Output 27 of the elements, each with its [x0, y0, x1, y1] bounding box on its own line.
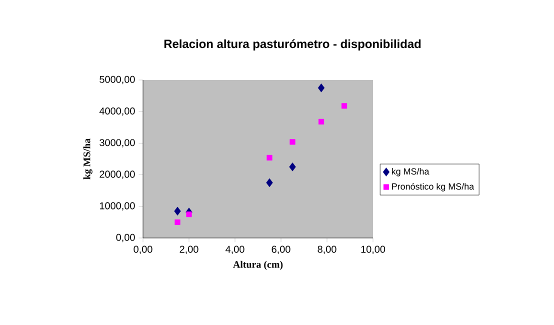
y-tick-label: 4000,00	[99, 107, 135, 116]
point	[318, 84, 325, 92]
y-tick-label: 1000,00	[100, 202, 135, 211]
point	[186, 212, 192, 218]
legend-label: Pronóstico kg MS/ha	[392, 182, 474, 192]
x-tick-label: 4,00	[226, 246, 244, 254]
x-tick-label: 8,00	[318, 246, 336, 254]
y-axis-title: kg MS/ha	[83, 138, 92, 180]
point	[341, 103, 348, 109]
x-axis-title: Altura (cm)	[233, 260, 283, 270]
point	[318, 118, 324, 124]
y-tick-label: 3000,00	[100, 139, 135, 148]
point	[289, 162, 296, 172]
point	[290, 139, 296, 145]
x-tick-label: 0,00	[134, 246, 152, 254]
y-tick-label: 0,00	[116, 234, 135, 242]
point	[266, 154, 272, 161]
point	[174, 206, 181, 216]
legend-label: kg MS/ha	[392, 168, 430, 176]
x-tick-label: 10,00	[361, 246, 386, 254]
point	[266, 178, 273, 188]
x-tick-label: 6,00	[272, 246, 290, 254]
point	[174, 219, 180, 225]
y-tick-label: 2000,00	[100, 170, 135, 179]
chart-title: Relacion altura pasturómetro - disponibilidad	[164, 39, 421, 51]
x-tick-label: 2,00	[180, 246, 198, 254]
y-tick-label: 5000,00	[100, 76, 135, 84]
